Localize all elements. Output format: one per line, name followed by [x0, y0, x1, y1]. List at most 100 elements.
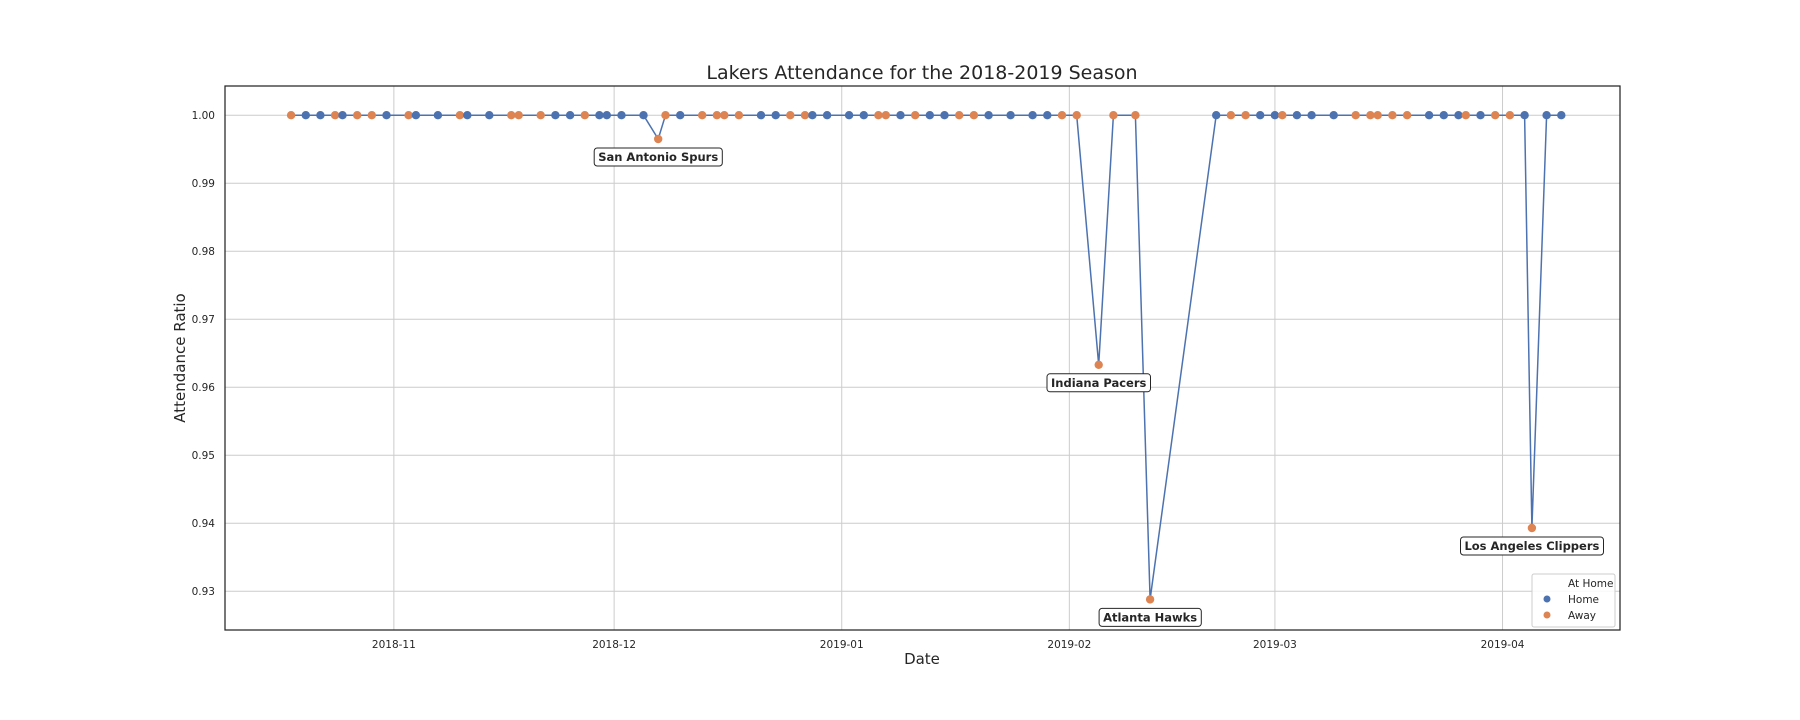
away-game-point — [514, 111, 523, 120]
y-tick-label: 1.00 — [192, 110, 215, 122]
annotations: San Antonio Spurs Indiana Pacers Atlanta H… — [593, 147, 1604, 627]
away-game-point — [1094, 360, 1103, 369]
away-game-point — [661, 111, 670, 120]
away-game-point — [353, 111, 362, 120]
away-game-point — [286, 111, 296, 120]
home-game-point — [551, 111, 560, 120]
away-game-point — [1461, 111, 1471, 120]
home-game-point — [1212, 111, 1221, 120]
y-tick-label: 0.97 — [192, 314, 215, 326]
away-game-point — [367, 111, 376, 120]
away-game-point — [712, 111, 722, 120]
chart-title: Lakers Attendance for the 2018-2019 Seas… — [706, 62, 1137, 84]
y-tick-label: 0.95 — [192, 450, 215, 462]
away-game-point — [955, 111, 964, 120]
away-game-point — [1527, 523, 1537, 533]
y-tick-label: 0.93 — [192, 586, 215, 598]
away-game-point — [536, 111, 545, 120]
away-game-point — [654, 134, 663, 144]
away-game-point — [1109, 111, 1118, 120]
away-game-point — [1278, 111, 1287, 120]
home-game-point — [1043, 111, 1052, 120]
x-tick-label: 2019-04 — [1481, 639, 1525, 651]
x-tick-label: 2018-11 — [372, 639, 416, 651]
legend-label-away: Away — [1568, 610, 1596, 622]
x-axis-title: Date — [904, 650, 940, 668]
home-game-point — [771, 111, 780, 120]
home-game-point — [639, 111, 648, 120]
away-game-point — [698, 111, 707, 120]
away-game-point — [1057, 111, 1067, 120]
away-game-point — [1145, 595, 1155, 604]
home-game-point — [822, 111, 832, 120]
home-game-point — [1329, 111, 1338, 120]
away-game-point — [1241, 111, 1250, 120]
annotation: San Antonio Spurs — [593, 147, 723, 167]
annotation-box — [1460, 536, 1604, 556]
home-game-point — [463, 111, 472, 120]
annotation-box — [593, 147, 723, 167]
home-game-point — [1557, 111, 1566, 120]
home-game-point — [756, 111, 766, 120]
home-game-point — [1476, 111, 1485, 120]
home-game-point — [1307, 111, 1316, 120]
away-game-point — [1072, 111, 1081, 120]
annotation: Los Angeles Clippers — [1460, 536, 1604, 556]
plot-area — [225, 86, 1620, 630]
legend-label-home: Home — [1568, 594, 1599, 606]
home-game-point — [1270, 111, 1280, 120]
legend-marker-away — [1543, 611, 1551, 619]
away-game-point — [404, 111, 413, 120]
home-game-point — [925, 111, 934, 120]
away-game-point — [881, 111, 890, 120]
home-game-point — [1028, 111, 1037, 120]
home-game-point — [1454, 111, 1463, 120]
annotation-label: Los Angeles Clippers — [1464, 539, 1599, 553]
y-tick-label: 0.94 — [192, 518, 216, 530]
away-game-point — [330, 111, 340, 120]
away-game-point — [1491, 111, 1500, 120]
home-game-point — [595, 111, 604, 120]
home-game-point — [676, 111, 685, 120]
home-game-point — [1256, 111, 1265, 120]
annotation: Indiana Pacers — [1046, 373, 1151, 393]
home-game-point — [1292, 111, 1302, 120]
attendance-series — [286, 111, 1566, 604]
away-game-point — [911, 111, 920, 120]
y-axis-ticks: 0.93 0.94 0.95 0.96 0.97 0.98 0.99 1.00 — [192, 110, 216, 598]
annotation-box — [1046, 373, 1151, 393]
home-game-point — [382, 111, 391, 120]
home-game-point — [485, 111, 494, 120]
away-game-point — [1226, 111, 1236, 120]
away-game-point — [1505, 111, 1515, 120]
legend: At Home Home Away — [1531, 573, 1616, 628]
home-game-point — [316, 111, 325, 120]
annotation-box — [1098, 607, 1202, 627]
legend-frame — [1531, 573, 1616, 628]
away-game-point — [507, 111, 516, 120]
home-game-point — [617, 111, 626, 120]
away-game-point — [580, 111, 589, 120]
home-game-point — [1006, 111, 1015, 120]
away-game-point — [455, 111, 465, 120]
y-tick-label: 0.96 — [192, 382, 216, 394]
x-tick-label: 2019-03 — [1253, 639, 1297, 651]
home-game-point — [602, 111, 611, 120]
home-game-point — [433, 111, 443, 120]
away-game-point — [1388, 111, 1397, 120]
x-tick-label: 2019-02 — [1047, 639, 1091, 651]
away-game-point — [1402, 111, 1412, 120]
away-game-point — [1131, 111, 1140, 120]
home-game-point — [411, 111, 421, 120]
y-tick-label: 0.99 — [192, 178, 215, 190]
x-tick-label: 2019-01 — [820, 639, 864, 651]
home-game-point — [808, 111, 817, 120]
away-game-point — [1351, 111, 1360, 120]
home-game-point — [338, 111, 347, 120]
y-tick-label: 0.98 — [192, 246, 215, 258]
home-game-point — [984, 111, 993, 120]
annotation-label: San Antonio Spurs — [598, 150, 718, 164]
home-game-point — [844, 111, 854, 120]
home-game-point — [940, 111, 949, 120]
